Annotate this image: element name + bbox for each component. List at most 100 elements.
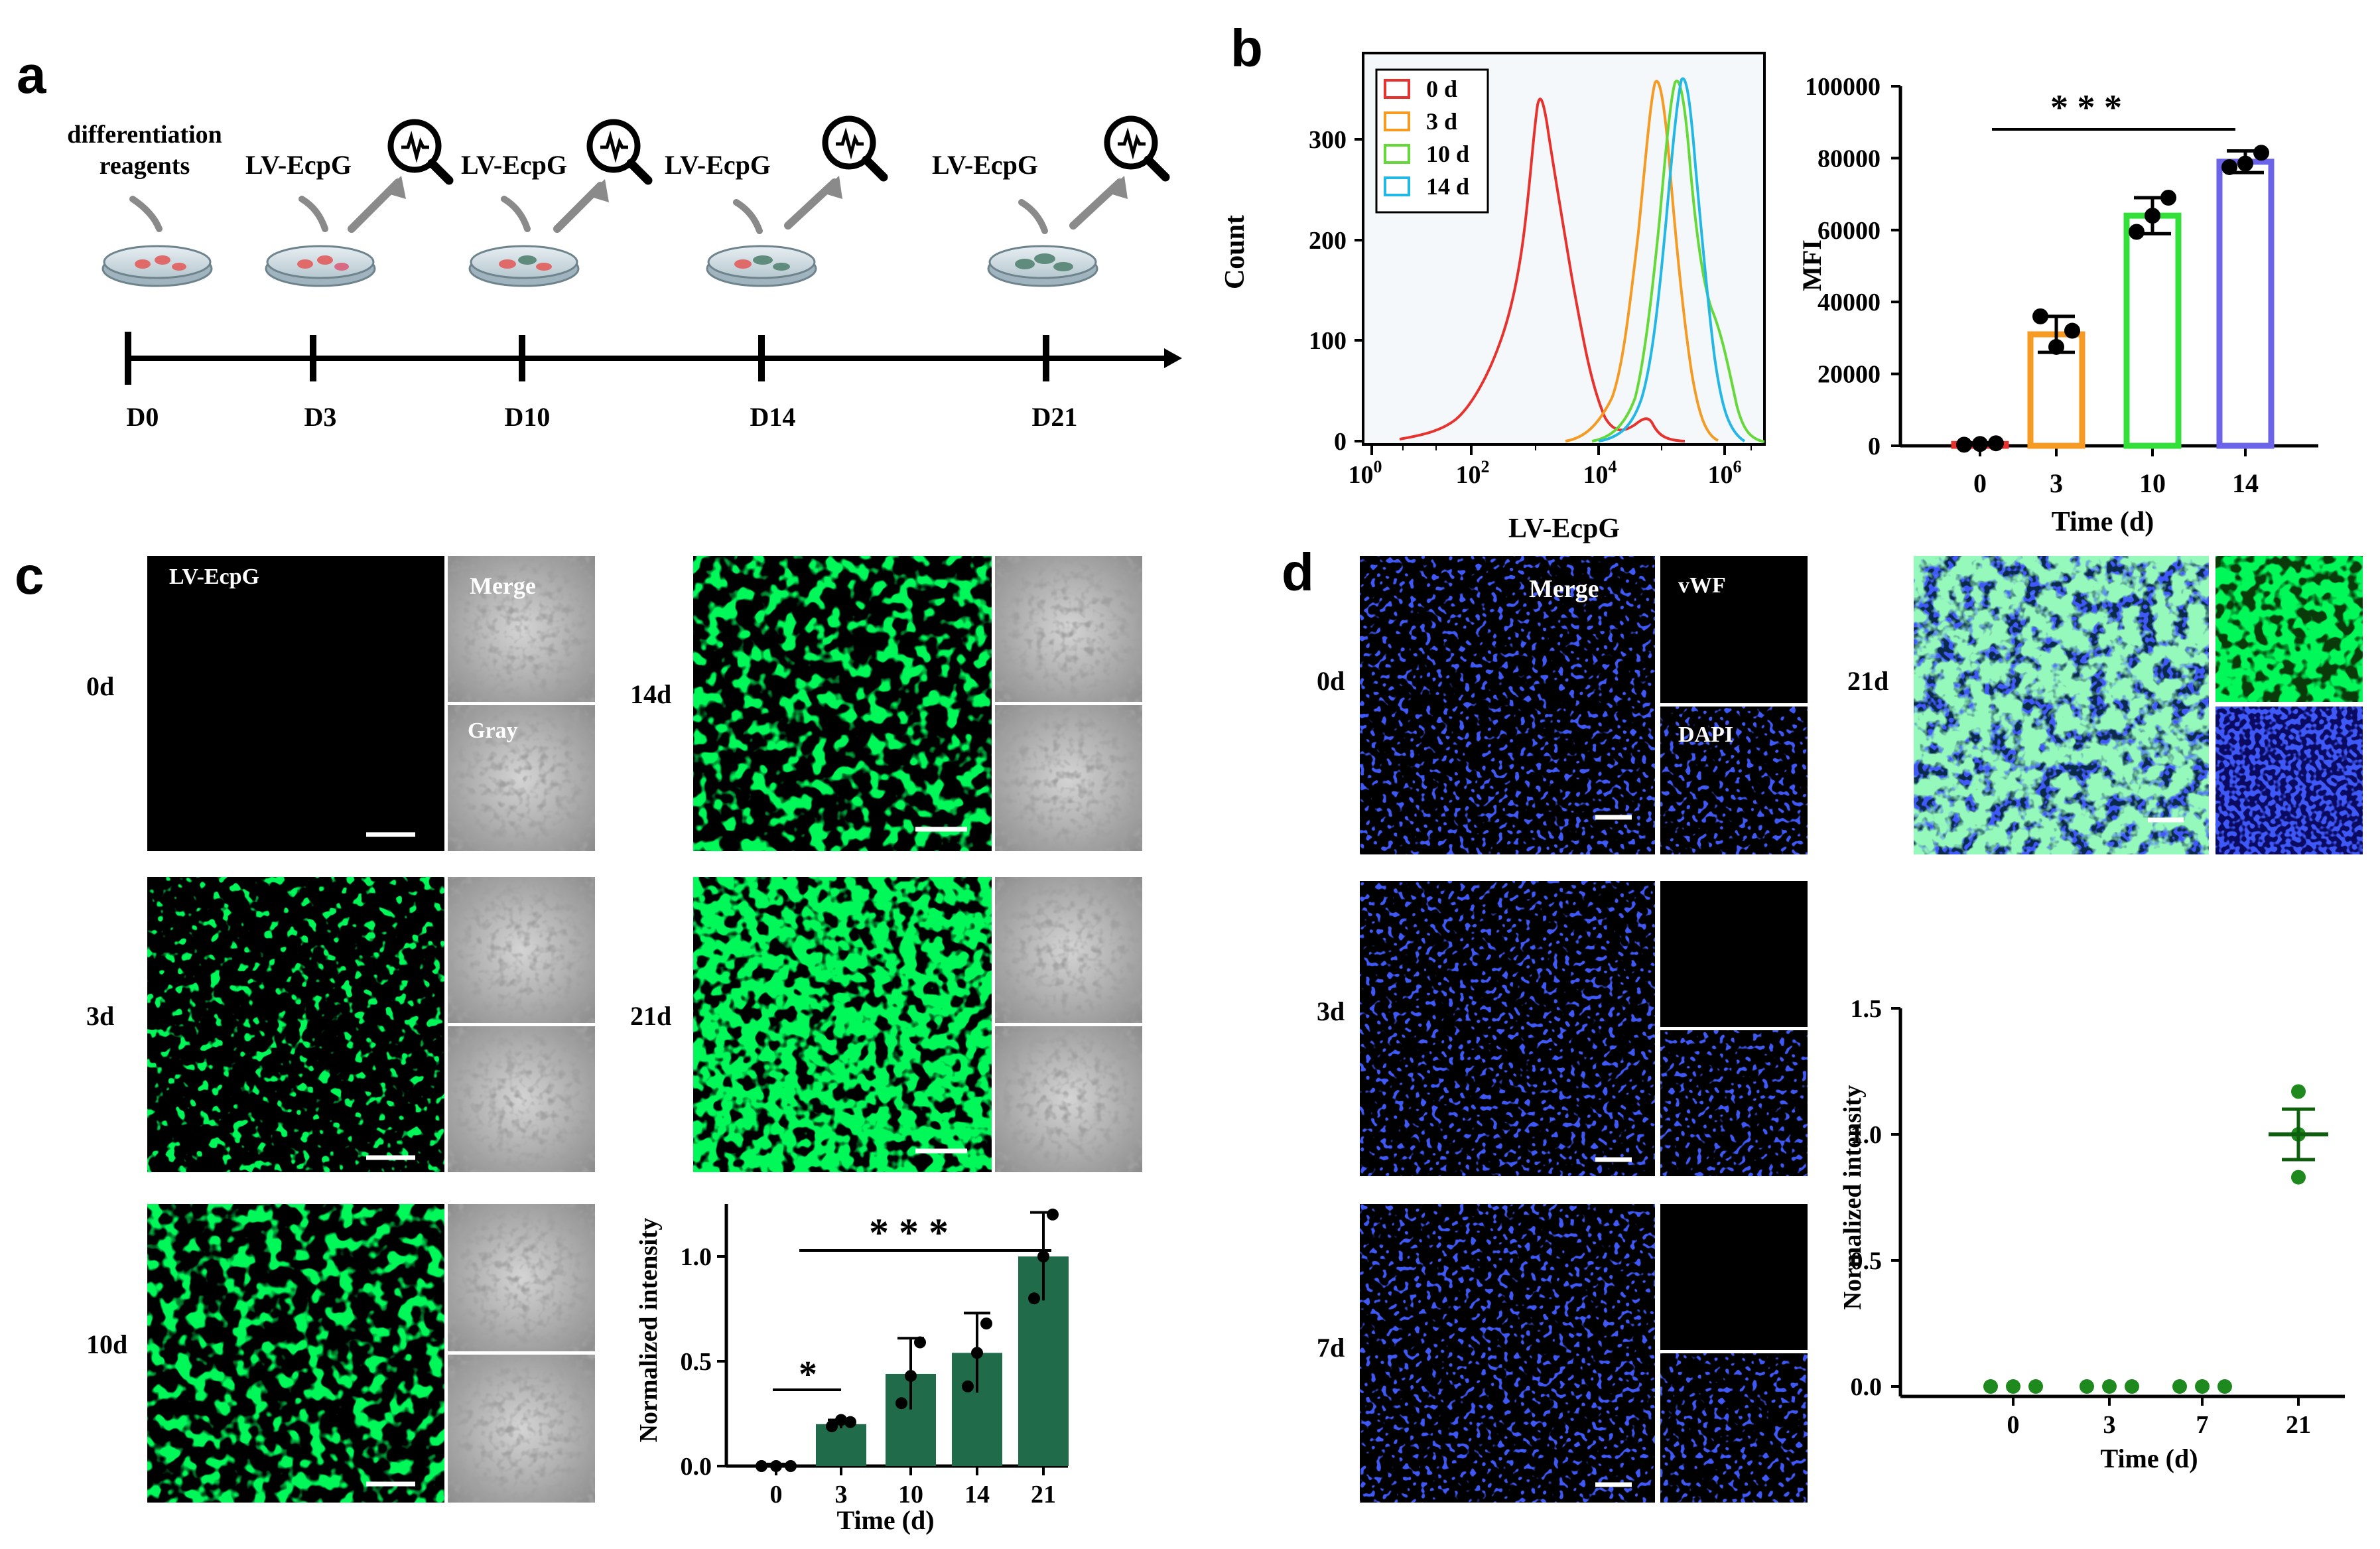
c-xlabel: Time (d) bbox=[836, 1505, 934, 1535]
merge-label: Merge bbox=[470, 572, 536, 599]
c-data-point bbox=[826, 1420, 838, 1432]
panel-letter-b: b bbox=[1230, 19, 1263, 78]
micrograph-vwf-0d bbox=[1660, 556, 1808, 703]
treatment-label-d10: LV-EcpG bbox=[461, 150, 567, 180]
histogram-xtick: 10 bbox=[1583, 461, 1609, 489]
c-data-point bbox=[835, 1414, 847, 1426]
c-data-point bbox=[770, 1460, 782, 1472]
c-significance-1: * bbox=[799, 1354, 817, 1395]
timepoint-d0: D0 bbox=[127, 402, 159, 432]
day-label-21d: 21d bbox=[630, 1001, 671, 1031]
mfi-data-point bbox=[1972, 436, 1988, 452]
histogram-ytick: 0 bbox=[1334, 428, 1347, 456]
d-data-point bbox=[2291, 1084, 2306, 1099]
svg-text:104: 104 bbox=[1583, 457, 1617, 489]
d-data-point bbox=[2125, 1379, 2139, 1394]
panel-b: b Count LV-EcpG 0 100 200 300 bbox=[1220, 19, 2318, 544]
d-xtick-label: 3 bbox=[2103, 1411, 2116, 1439]
magnifier-icon bbox=[822, 115, 888, 182]
timepoint-d14: D14 bbox=[750, 402, 796, 432]
panel-letter-c: c bbox=[15, 546, 44, 605]
mfi-data-point bbox=[2160, 190, 2176, 206]
mfi-xtick-label: 10 bbox=[2139, 468, 2166, 498]
mfi-data-point bbox=[1988, 435, 2004, 452]
timepoint-d3: D3 bbox=[304, 402, 337, 432]
histogram-ylabel: Count bbox=[1220, 215, 1250, 289]
histogram-curve-14d bbox=[1598, 77, 1746, 442]
svg-text:106: 106 bbox=[1708, 457, 1742, 489]
c-xtick-label: 0 bbox=[770, 1481, 783, 1509]
c-bar bbox=[816, 1424, 866, 1466]
c-data-point bbox=[905, 1370, 917, 1382]
dapi-label: DAPI bbox=[1678, 722, 1733, 747]
d-data-point bbox=[2217, 1379, 2232, 1394]
treatment-label-d21: LV-EcpG bbox=[932, 150, 1038, 180]
c-data-point bbox=[914, 1336, 926, 1349]
d-data-point bbox=[2006, 1379, 2020, 1394]
c-data-point bbox=[1037, 1250, 1049, 1262]
mfi-data-point bbox=[2064, 322, 2080, 339]
c-ytick-label: 1.0 bbox=[681, 1243, 712, 1271]
svg-text:102: 102 bbox=[1456, 457, 1490, 489]
magnifier-icon bbox=[387, 119, 454, 185]
c-data-point bbox=[980, 1317, 992, 1330]
histogram-curve-3d bbox=[1565, 80, 1719, 442]
d-data-point bbox=[1983, 1379, 1998, 1394]
d-data-point bbox=[2102, 1379, 2117, 1394]
mfi-ytick-label: 60000 bbox=[1818, 217, 1881, 245]
d-data-point bbox=[2291, 1170, 2306, 1185]
d-data-point bbox=[2080, 1379, 2094, 1394]
mfi-ytick-label: 0 bbox=[1868, 433, 1881, 460]
timepoint-d21: D21 bbox=[1032, 402, 1078, 432]
gray-label: Gray bbox=[468, 718, 518, 743]
c-data-point bbox=[962, 1380, 974, 1392]
day-label-14d: 14d bbox=[630, 679, 671, 709]
d-merge-label: Merge bbox=[1529, 575, 1599, 603]
d-ytick-label: 1.0 bbox=[1851, 1121, 1883, 1149]
d-ylabel: Normalized intensity bbox=[1839, 1085, 1867, 1310]
micrograph-vwf-7d bbox=[1660, 1204, 1808, 1350]
c-xtick-label: 14 bbox=[964, 1481, 990, 1509]
mfi-bar bbox=[2123, 212, 2182, 449]
magnifier-icon bbox=[586, 119, 653, 185]
panel-c: c LV-EcpG Merge Gray 0d 3d 10d bbox=[15, 546, 1142, 1535]
mfi-data-point bbox=[2032, 308, 2048, 324]
c-ylabel: Normalized intensity bbox=[635, 1218, 663, 1443]
histogram-ytick: 200 bbox=[1309, 227, 1347, 255]
histogram-curve-10d bbox=[1591, 80, 1765, 443]
c-data-point bbox=[1028, 1292, 1040, 1305]
vwf-label: vWF bbox=[1678, 573, 1726, 598]
histogram-ytick: 300 bbox=[1309, 126, 1347, 154]
treatment-label-d14: LV-EcpG bbox=[665, 150, 771, 180]
histogram-xlabel: LV-EcpG bbox=[1508, 513, 1620, 544]
histogram-ytick: 100 bbox=[1309, 327, 1347, 355]
petri-dish-d21 bbox=[987, 245, 1098, 287]
channel-label: LV-EcpG bbox=[169, 565, 259, 589]
mfi-significance: * * * bbox=[2050, 88, 2122, 127]
d-xtick-label: 7 bbox=[2196, 1411, 2209, 1439]
d-ytick-label: 0.0 bbox=[1851, 1373, 1883, 1401]
legend-3d: 3 d bbox=[1426, 108, 1457, 135]
mfi-data-point bbox=[2253, 145, 2269, 161]
histogram-curve-0d bbox=[1399, 98, 1686, 442]
histogram-xtick-exp: 4 bbox=[1609, 457, 1617, 476]
mfi-chart: MFI Time (d) 0 20000 40000 60000 80000 100000… bbox=[1797, 73, 2318, 537]
histogram-xtick: 10 bbox=[1456, 461, 1481, 489]
treatment-label-d3: LV-EcpG bbox=[245, 150, 352, 180]
mfi-data-point bbox=[2048, 338, 2064, 355]
mfi-ytick-label: 40000 bbox=[1818, 289, 1881, 316]
d-xtick-label: 0 bbox=[2007, 1411, 2020, 1439]
flow-histogram: Count LV-EcpG 0 100 200 300 bbox=[1220, 52, 1766, 544]
panel-letter-a: a bbox=[17, 45, 46, 104]
d-data-point bbox=[2172, 1379, 2187, 1394]
dish-arrows bbox=[129, 196, 1048, 234]
micrograph-lv-ecpg-0d bbox=[147, 556, 444, 851]
c-ytick-label: 0.5 bbox=[681, 1348, 712, 1376]
svg-text:100: 100 bbox=[1349, 457, 1382, 489]
d-ytick-label: 0.5 bbox=[1851, 1247, 1883, 1275]
histogram-xtick-exp: 6 bbox=[1733, 457, 1742, 476]
mfi-data-point bbox=[1956, 437, 1972, 453]
day-label-10d: 10d bbox=[86, 1329, 127, 1359]
timepoint-d10: D10 bbox=[505, 402, 551, 432]
mfi-data-point bbox=[2145, 208, 2160, 224]
